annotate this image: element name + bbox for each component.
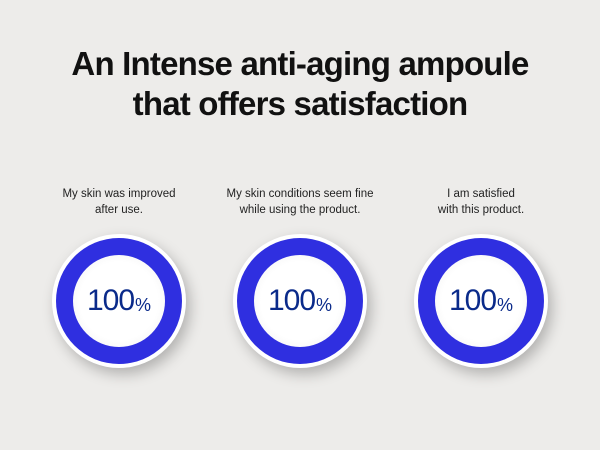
caption-line: My skin was improved: [62, 188, 176, 200]
caption-line: I am satisfied: [447, 188, 515, 200]
caption-line: while using the product.: [239, 204, 361, 216]
stat-unit: %: [497, 294, 514, 315]
stat-value: 100: [267, 284, 316, 317]
caption-line: with this product.: [437, 204, 525, 216]
ring-center: 100%: [73, 255, 165, 347]
stat-value: 100: [86, 284, 135, 317]
caption-line: after use.: [95, 204, 143, 216]
headline-line-1: An Intense anti-aging ampoule: [71, 45, 529, 82]
stat-item-conditions: My skin conditions seem fine while using …: [210, 186, 390, 368]
stat-item-improved: My skin was improved after use. 100%: [29, 186, 209, 368]
stat-unit: %: [316, 294, 333, 315]
ring-center: 100%: [254, 255, 346, 347]
stat-value: 100: [448, 284, 497, 317]
percent-ring: 100%: [52, 234, 186, 368]
stat-item-satisfied: I am satisfied with this product. 100%: [391, 186, 571, 368]
stat-caption: My skin was improved after use.: [29, 186, 209, 226]
stat-caption: My skin conditions seem fine while using …: [210, 186, 390, 226]
headline: An Intense anti-aging ampoule that offer…: [0, 44, 600, 124]
headline-line-2: that offers satisfaction: [132, 85, 469, 122]
stat-caption: I am satisfied with this product.: [391, 186, 571, 226]
caption-line: My skin conditions seem fine: [226, 188, 374, 200]
percent-ring: 100%: [233, 234, 367, 368]
ring-center: 100%: [435, 255, 527, 347]
percent-ring: 100%: [414, 234, 548, 368]
stat-unit: %: [135, 294, 152, 315]
